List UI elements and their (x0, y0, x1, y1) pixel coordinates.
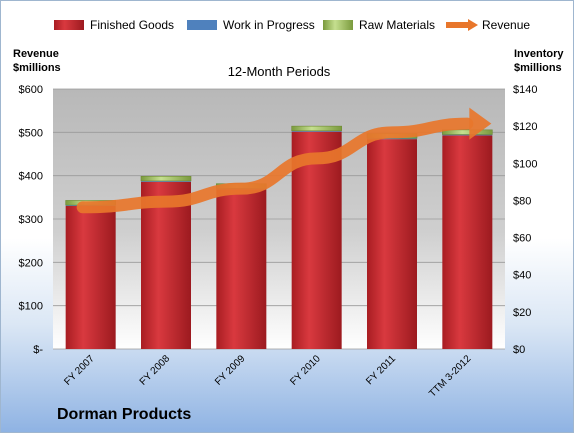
left-tick-label: $100 (19, 301, 43, 313)
bar-finished-goods (442, 135, 493, 349)
bar-work-in-progress (367, 138, 417, 140)
right-tick-label: $40 (513, 270, 531, 282)
legend-label-revenue: Revenue (482, 18, 530, 32)
left-tick-label: $- (33, 344, 43, 356)
bar-work-in-progress (291, 130, 342, 132)
left-tick-label: $400 (19, 171, 43, 183)
right-axis-title: Inventory $millions (514, 48, 564, 74)
revenue-arrow-head (469, 107, 492, 140)
bar-finished-goods (65, 206, 116, 349)
company-name: Dorman Products (57, 406, 192, 423)
category-label: TTM 3-2012 (427, 353, 474, 400)
left-axis-title: Revenue $millions (13, 48, 61, 74)
tick-labels: $- $100 $200 $300 $400 $500 $600 $0 $20 $40 $60 $80… (19, 84, 538, 356)
legend-label-work-in-progress: Work in Progress (223, 18, 315, 32)
bar-finished-goods (291, 131, 342, 349)
right-tick-label: $120 (513, 121, 537, 133)
category-label: FY 2008 (138, 353, 173, 388)
bar-raw-materials (442, 129, 493, 135)
bar-raw-materials (140, 175, 192, 182)
category-label: FY 2007 (62, 353, 97, 388)
category-labels: FY 2007 FY 2008 FY 2009 FY 2010 FY 2011 TTM 3… (62, 353, 473, 400)
revenue-line-path (76, 117, 474, 214)
legend-swatch-raw-materials (323, 20, 353, 30)
chart-title: 12-Month Periods (228, 64, 331, 79)
category-label: FY 2009 (213, 353, 248, 388)
right-tick-label: $80 (513, 195, 531, 207)
left-tick-label: $300 (19, 214, 43, 226)
bar-finished-goods (216, 189, 267, 349)
legend-swatch-work-in-progress (187, 20, 217, 30)
right-tick-label: $140 (513, 84, 537, 96)
right-tick-label: $0 (513, 344, 525, 356)
left-tick-label: $600 (19, 84, 43, 96)
bar-finished-goods (141, 181, 191, 349)
bar-work-in-progress (442, 134, 493, 136)
legend-label-raw-materials: Raw Materials (359, 18, 435, 32)
legend-label-finished-goods: Finished Goods (90, 18, 174, 32)
left-tick-label: $200 (19, 257, 43, 269)
bar-work-in-progress (141, 180, 191, 182)
revenue-line (76, 107, 492, 214)
category-label: FY 2010 (288, 353, 323, 388)
bars (65, 125, 493, 349)
right-tick-label: $100 (513, 158, 537, 170)
legend-swatch-finished-goods (54, 20, 84, 30)
legend: Finished Goods Work in Progress Raw Materi… (54, 18, 530, 32)
left-tick-label: $500 (19, 127, 43, 139)
category-label: FY 2011 (364, 353, 398, 387)
right-tick-label: $20 (513, 307, 531, 319)
bar-finished-goods (367, 139, 417, 349)
right-tick-label: $60 (513, 233, 531, 245)
legend-arrow-revenue (468, 19, 478, 31)
bar-raw-materials (291, 125, 342, 132)
